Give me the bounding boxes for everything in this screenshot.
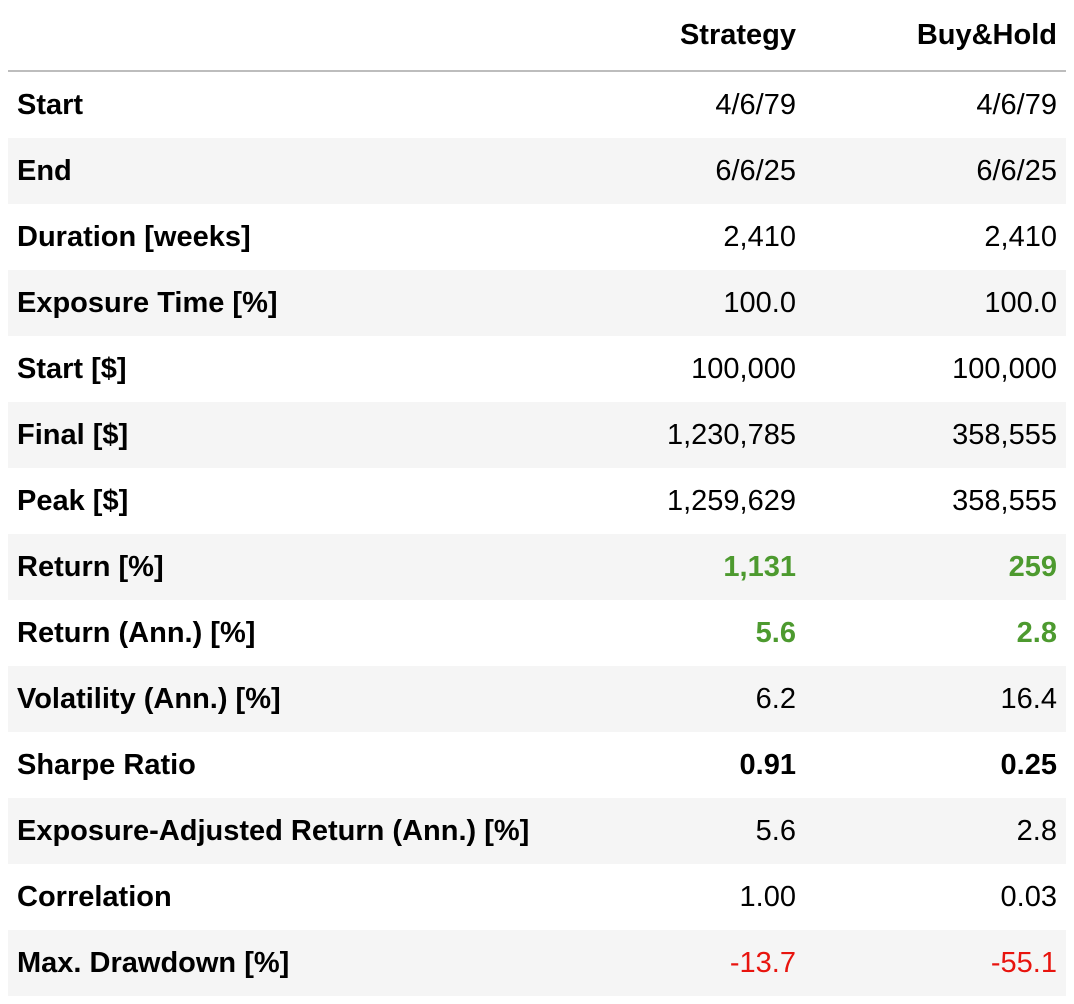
cell-value: 5.6 — [755, 616, 796, 649]
cell-value: 358,555 — [796, 402, 1066, 468]
table-row: Start [$] 100,000 100,000 — [8, 336, 1066, 402]
table-row: Return [%] 1,131 259 — [8, 534, 1066, 600]
cell-value: 358,555 — [952, 484, 1057, 517]
stats-table: Strategy Buy&Hold Start 4/6/79 4/6/79 End 6/6… — [8, 0, 1066, 996]
stats-table-container: Strategy Buy&Hold Start 4/6/79 4/6/79 End 6/6… — [8, 0, 1066, 996]
header-blank — [8, 0, 546, 72]
row-label: Peak [$] — [17, 484, 129, 517]
table-body: Start 4/6/79 4/6/79 End 6/6/25 6/6/25 Duration… — [8, 71, 1066, 996]
row-label: Duration [weeks] — [17, 220, 251, 253]
cell-value: -55.1 — [796, 930, 1066, 996]
row-label: Return [%] — [8, 534, 546, 600]
cell-value: 1,131 — [546, 534, 796, 600]
table-row: Peak [$] 1,259,629 358,555 — [8, 468, 1066, 534]
cell-value: 6/6/25 — [796, 138, 1066, 204]
cell-value: 100.0 — [546, 270, 796, 336]
table-row: Correlation 1.00 0.03 — [8, 864, 1066, 930]
cell-value: 100,000 — [691, 352, 796, 385]
row-label: Correlation — [17, 880, 172, 913]
header-row: Strategy Buy&Hold — [8, 0, 1066, 72]
cell-value: -13.7 — [546, 930, 796, 996]
row-label: Start — [17, 88, 84, 121]
table-row: Max. Drawdown [%] -13.7 -55.1 — [8, 930, 1066, 996]
table-row: Return (Ann.) [%] 5.6 2.8 — [8, 600, 1066, 666]
column-header: Buy&Hold — [796, 0, 1066, 72]
row-label: End — [8, 138, 546, 204]
table-row: Sharpe Ratio 0.91 0.25 — [8, 732, 1066, 798]
column-header: Strategy — [546, 0, 796, 72]
table-row: Final [$] 1,230,785 358,555 — [8, 402, 1066, 468]
cell-value: 0.03 — [1000, 880, 1057, 913]
row-label: Start [$] — [17, 352, 127, 385]
cell-value: 1,230,785 — [546, 402, 796, 468]
cell-value: 6.2 — [546, 666, 796, 732]
row-label: Final [$] — [8, 402, 546, 468]
row-label: Sharpe Ratio — [17, 748, 196, 781]
cell-value: 4/6/79 — [715, 88, 796, 121]
row-label: Max. Drawdown [%] — [8, 930, 546, 996]
cell-value: 5.6 — [546, 798, 796, 864]
table-row: Exposure-Adjusted Return (Ann.) [%] 5.6 2.… — [8, 798, 1066, 864]
cell-value: 2,410 — [723, 220, 796, 253]
cell-value: 100.0 — [796, 270, 1066, 336]
cell-value: 2.8 — [1016, 616, 1057, 649]
row-label: Exposure Time [%] — [8, 270, 546, 336]
table-row: End 6/6/25 6/6/25 — [8, 138, 1066, 204]
table-row: Exposure Time [%] 100.0 100.0 — [8, 270, 1066, 336]
cell-value: 16.4 — [796, 666, 1066, 732]
table-row: Volatility (Ann.) [%] 6.2 16.4 — [8, 666, 1066, 732]
table-row: Start 4/6/79 4/6/79 — [8, 71, 1066, 138]
cell-value: 1,259,629 — [666, 484, 796, 517]
cell-value: 1.00 — [739, 880, 796, 913]
row-label: Return (Ann.) [%] — [17, 616, 256, 649]
cell-value: 0.25 — [1000, 748, 1057, 781]
cell-value: 4/6/79 — [976, 88, 1057, 121]
table-row: Duration [weeks] 2,410 2,410 — [8, 204, 1066, 270]
row-label: Exposure-Adjusted Return (Ann.) [%] — [8, 798, 546, 864]
cell-value: 2.8 — [796, 798, 1066, 864]
cell-value: 100,000 — [952, 352, 1057, 385]
row-label: Volatility (Ann.) [%] — [8, 666, 546, 732]
cell-value: 259 — [796, 534, 1066, 600]
cell-value: 0.91 — [739, 748, 796, 781]
cell-value: 6/6/25 — [546, 138, 796, 204]
cell-value: 2,410 — [984, 220, 1057, 253]
